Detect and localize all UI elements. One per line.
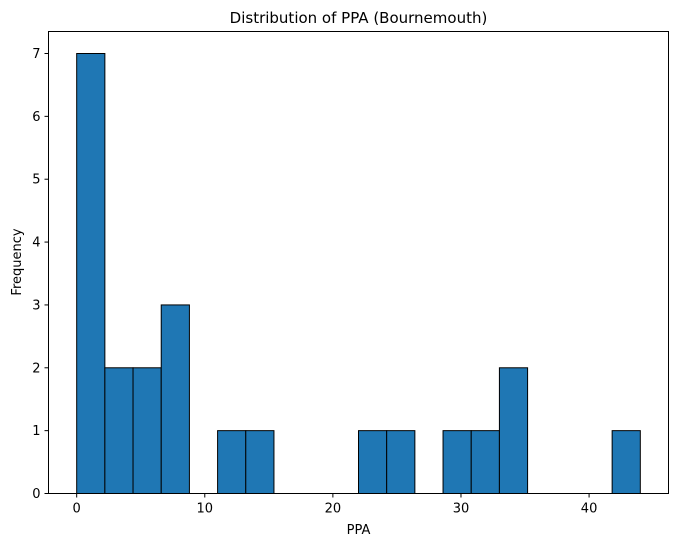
y-tick-label: 2 <box>32 361 40 376</box>
histogram-bar <box>358 430 388 494</box>
x-tick-label: 0 <box>73 502 81 517</box>
y-axis-ticks: 0 1 2 3 4 5 6 7 <box>32 47 49 502</box>
histogram-bar <box>217 430 247 494</box>
plot-frame <box>48 31 669 494</box>
y-tick-label: 6 <box>32 110 40 125</box>
histogram-bar <box>498 367 529 494</box>
y-axis-label: Frequency <box>10 228 25 295</box>
y-tick-label: 7 <box>32 47 40 62</box>
histogram-bar <box>245 430 275 494</box>
y-tick-label: 1 <box>32 424 40 439</box>
histogram-bar <box>160 304 190 494</box>
histogram-bar <box>442 430 472 494</box>
x-axis-ticks: 0 10 20 30 40 <box>73 493 598 517</box>
y-tick-label: 0 <box>32 487 40 502</box>
histogram-bar <box>470 430 500 494</box>
x-tick-label: 40 <box>581 502 598 517</box>
x-tick-label: 30 <box>453 502 470 517</box>
y-tick-label: 5 <box>32 173 40 188</box>
histogram-bar <box>76 53 106 494</box>
histogram-bar <box>611 430 641 494</box>
histogram-bar <box>104 367 134 494</box>
y-tick-label: 4 <box>32 236 40 251</box>
bars-group <box>76 53 641 494</box>
histogram-bar <box>132 367 162 494</box>
x-tick-label: 20 <box>325 502 342 517</box>
y-tick-label: 3 <box>32 298 40 313</box>
chart-title: Distribution of PPA (Bournemouth) <box>230 9 488 27</box>
histogram-bar <box>386 430 416 494</box>
x-axis-label: PPA <box>347 523 371 538</box>
x-tick-label: 10 <box>197 502 214 517</box>
